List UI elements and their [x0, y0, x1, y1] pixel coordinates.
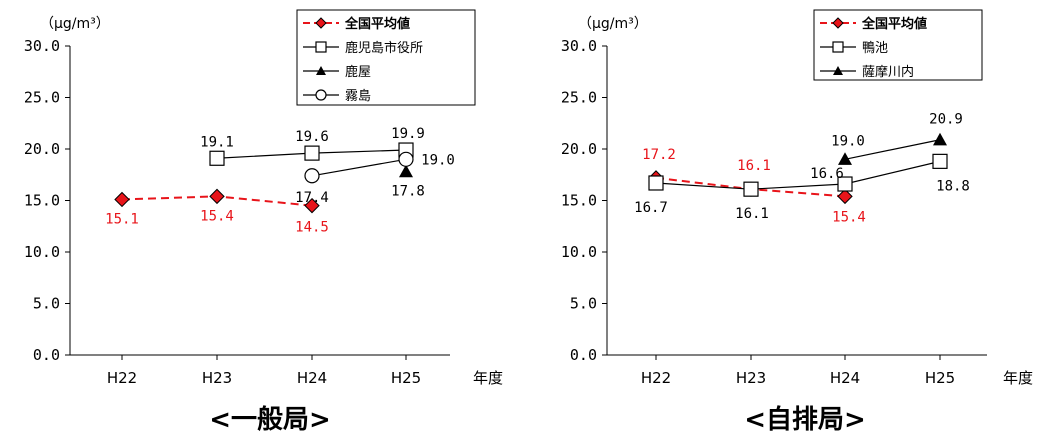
legend-label: 全国平均値 — [344, 16, 410, 32]
x-axis-label: 年度 — [473, 369, 503, 387]
data-label: 19.0 — [831, 133, 865, 149]
y-tick-label: 0.0 — [33, 346, 60, 364]
x-tick-label: H25 — [925, 369, 955, 387]
y-tick-label: 20.0 — [561, 140, 597, 158]
y-tick-label: 0.0 — [570, 346, 597, 364]
series-line — [312, 159, 406, 175]
data-label: 16.6 — [810, 166, 844, 182]
y-tick-label: 15.0 — [24, 192, 60, 210]
data-label: 18.8 — [936, 178, 970, 194]
series-layer: 15.1 15.4 14.5 19.1 19.6 19.9 17.8 17.4 19.0 — [105, 126, 455, 236]
data-point — [399, 152, 413, 166]
data-label: 16.7 — [634, 200, 668, 216]
legend-label: 鹿屋 — [345, 64, 371, 80]
legend-label: 鹿児島市役所 — [345, 40, 423, 56]
y-tick-label: 25.0 — [24, 89, 60, 107]
x-axis-label: 年度 — [1003, 369, 1033, 387]
chart-caption: <自排局> — [744, 404, 866, 435]
y-tick-label: 20.0 — [24, 140, 60, 158]
legend-marker — [316, 42, 326, 52]
data-point — [210, 189, 224, 203]
x-tick-label: H23 — [202, 369, 232, 387]
y-tick-label: 5.0 — [570, 295, 597, 313]
series-line — [656, 161, 940, 189]
legend-label: 霧島 — [345, 89, 371, 104]
data-point — [649, 176, 663, 190]
chart-roadside-stations: （μg/m³） 0.05.010.015.020.025.030.0 H22 H2… — [561, 10, 1033, 435]
y-unit-label: （μg/m³） — [40, 16, 110, 32]
x-tick-label: H24 — [830, 369, 860, 387]
y-tick-label: 30.0 — [24, 37, 60, 55]
chart-caption: <一般局> — [209, 405, 331, 435]
data-point — [305, 146, 319, 160]
legend-marker — [316, 90, 326, 100]
data-point — [210, 151, 224, 165]
data-label: 15.1 — [105, 211, 139, 227]
data-label: 15.4 — [832, 209, 866, 225]
y-tick-label: 25.0 — [561, 89, 597, 107]
data-label: 19.9 — [391, 126, 425, 142]
y-unit-label: （μg/m³） — [578, 16, 648, 32]
data-point — [305, 169, 319, 183]
y-tick-label: 15.0 — [561, 192, 597, 210]
x-tick-label: H24 — [297, 369, 327, 387]
y-tick-label: 10.0 — [561, 243, 597, 261]
x-ticks: H22 H23 H24 H25 — [641, 355, 955, 387]
y-tick-label: 5.0 — [33, 295, 60, 313]
y-ticks: 0.0 5.0 10.0 15.0 20.0 25.0 30.0 — [24, 37, 70, 364]
x-tick-label: H22 — [641, 369, 671, 387]
data-point — [933, 154, 947, 168]
y-tick-label: 10.0 — [24, 243, 60, 261]
y-ticks: 0.0 5.0 10.0 15.0 20.0 25.0 30.0 — [561, 37, 607, 364]
data-point — [744, 182, 758, 196]
data-point — [933, 133, 947, 146]
data-label: 19.0 — [421, 152, 455, 168]
data-point — [115, 192, 129, 206]
data-label: 20.9 — [929, 112, 963, 128]
x-tick-label: H22 — [107, 369, 137, 387]
data-label: 19.1 — [200, 134, 234, 150]
y-tick-label: 30.0 — [561, 37, 597, 55]
data-label: 17.8 — [391, 184, 425, 200]
data-label: 15.4 — [200, 208, 234, 224]
x-tick-label: H23 — [736, 369, 766, 387]
legend-label: 全国平均値 — [861, 16, 927, 32]
data-label: 17.4 — [295, 190, 329, 206]
data-label: 16.1 — [737, 158, 771, 174]
data-label: 14.5 — [295, 220, 329, 236]
data-label: 16.1 — [735, 206, 769, 222]
data-label: 17.2 — [642, 147, 676, 163]
data-label: 19.6 — [295, 129, 329, 145]
x-ticks: H22 H23 H24 H25 — [107, 355, 421, 387]
legend-marker — [833, 42, 843, 52]
chart-general-stations: （μg/m³） 0.05.010.015.020.025.030.0 H22 H2… — [24, 10, 503, 435]
legend-label: 鴨池 — [862, 41, 888, 56]
x-tick-label: H25 — [391, 369, 421, 387]
series-layer: 17.2 16.1 15.4 16.7 16.1 16.6 18.8 19.0 20.9 — [634, 112, 970, 226]
legend-label: 薩摩川内 — [862, 64, 914, 80]
